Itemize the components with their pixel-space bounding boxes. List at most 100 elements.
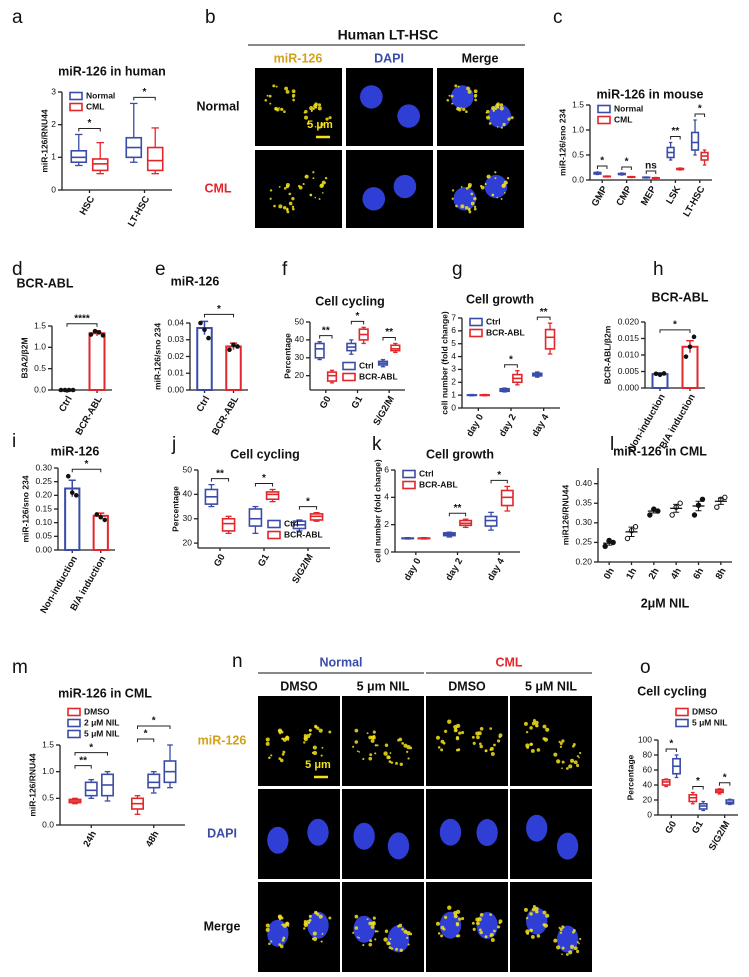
mir-126-signal (368, 756, 373, 761)
x-tick-label: day 0 (402, 556, 424, 583)
mir-126-signal (473, 196, 477, 201)
significance-label: * (262, 473, 266, 484)
mir-126-signal (265, 741, 270, 746)
mir-126-signal (312, 750, 318, 756)
chart-title: Cell cycling (315, 294, 384, 308)
mir-126-signal (312, 931, 317, 936)
data-point (98, 514, 104, 520)
significance-bracket (78, 127, 101, 132)
mir-126-signal (285, 208, 289, 212)
nucleus (387, 832, 410, 860)
column-label: Merge (462, 51, 499, 65)
mir-126-signal (531, 907, 536, 912)
scale-bar-label: 5 μm (307, 119, 333, 131)
mir-126-signal (314, 125, 317, 128)
y-tick-label: 0.00 (35, 544, 52, 554)
mir-126-signal (558, 740, 561, 743)
y-tick-label: 20 (295, 370, 305, 380)
significance-bracket (718, 782, 731, 786)
mir-126-signal (303, 922, 308, 926)
mir-126-signal (491, 193, 495, 197)
x-tick-label: G0 (663, 819, 679, 835)
mir-126-signal (530, 935, 535, 939)
mir-126-signal (473, 205, 477, 209)
mir-126-signal (531, 721, 536, 726)
mir-126-signal (399, 762, 403, 767)
mir-126-signal (328, 730, 332, 734)
data-point (235, 344, 240, 349)
mir-126-signal (493, 929, 496, 933)
mir-126-signal (390, 947, 394, 950)
legend-swatch (675, 718, 689, 728)
mir-126-signal (387, 756, 391, 759)
mir-126-signal (278, 107, 281, 109)
y-tick-label: 0 (451, 402, 456, 412)
significance-bracket (536, 316, 551, 321)
mir-126-signal (370, 738, 375, 743)
data-point (69, 490, 75, 495)
mir-126-signal (286, 210, 290, 214)
significance-label: * (497, 470, 501, 481)
y-tick-label: 0 (51, 184, 56, 194)
data-point (70, 387, 76, 393)
significance-label: ** (79, 755, 87, 766)
mir-126-signal (525, 916, 529, 920)
mir-126-signal (265, 737, 270, 742)
mir-126-signal (274, 106, 278, 111)
y-tick-label: 0.01 (167, 368, 184, 378)
y-tick-label: 0 (384, 546, 389, 556)
mir-126-signal (370, 924, 375, 929)
mir-126-signal (450, 94, 454, 98)
mir-126-signal (499, 103, 504, 107)
mir-126-signal (510, 116, 514, 120)
x-tick-label: day 2 (444, 556, 466, 583)
mir-126-signal (488, 122, 492, 125)
mir-126-signal (446, 98, 450, 102)
mir-126-signal (287, 925, 290, 927)
mir-126-signal (406, 750, 409, 753)
mir-126-signal (561, 760, 565, 764)
mir-126-signal (466, 86, 471, 91)
mir-126-signal (303, 927, 306, 930)
y-tick-label: 4 (451, 351, 456, 361)
x-tick-label: LT-HSC (681, 184, 707, 219)
chart-title: miR-126 (171, 274, 220, 288)
mir-126-signal (292, 98, 295, 102)
significance-label: ns (645, 161, 657, 172)
panel-letter: b (205, 7, 216, 28)
nucleus (476, 912, 498, 940)
legend-swatch (342, 372, 356, 382)
y-tick-label: 0.0 (42, 819, 54, 829)
mir-126-signal (388, 760, 392, 763)
chart-title: miR-126 in human (58, 64, 166, 78)
box (326, 371, 338, 382)
mir-126-signal (496, 106, 500, 109)
mir-126-signal (309, 729, 312, 732)
mir-126-signal (491, 106, 496, 111)
mir-126-signal (472, 741, 476, 745)
mir-126-signal (532, 905, 536, 909)
mir-126-signal (486, 115, 491, 120)
data-point (714, 504, 720, 510)
mir-126-signal (286, 207, 289, 210)
mir-126-signal (291, 207, 295, 211)
mir-126-signal (407, 757, 410, 760)
error-bar (628, 526, 635, 538)
micrograph (346, 68, 433, 146)
mir-126-signal (498, 921, 501, 925)
data-point (624, 535, 631, 542)
mir-126-signal (354, 926, 359, 930)
mir-126-signal (318, 197, 321, 200)
mir-126-signal (471, 921, 475, 925)
box (544, 328, 556, 350)
chart-title: Cell cycling (637, 684, 706, 698)
data-point (94, 512, 100, 517)
y-axis-label: cell number (fold change) (439, 311, 449, 415)
mir-126-signal (372, 730, 376, 734)
y-tick-label: 6 (451, 325, 456, 335)
micrograph (510, 696, 592, 786)
data-point (722, 494, 728, 501)
mir-126-signal (489, 913, 493, 916)
row-label: Merge (204, 919, 241, 933)
significance-bracket (694, 113, 706, 117)
